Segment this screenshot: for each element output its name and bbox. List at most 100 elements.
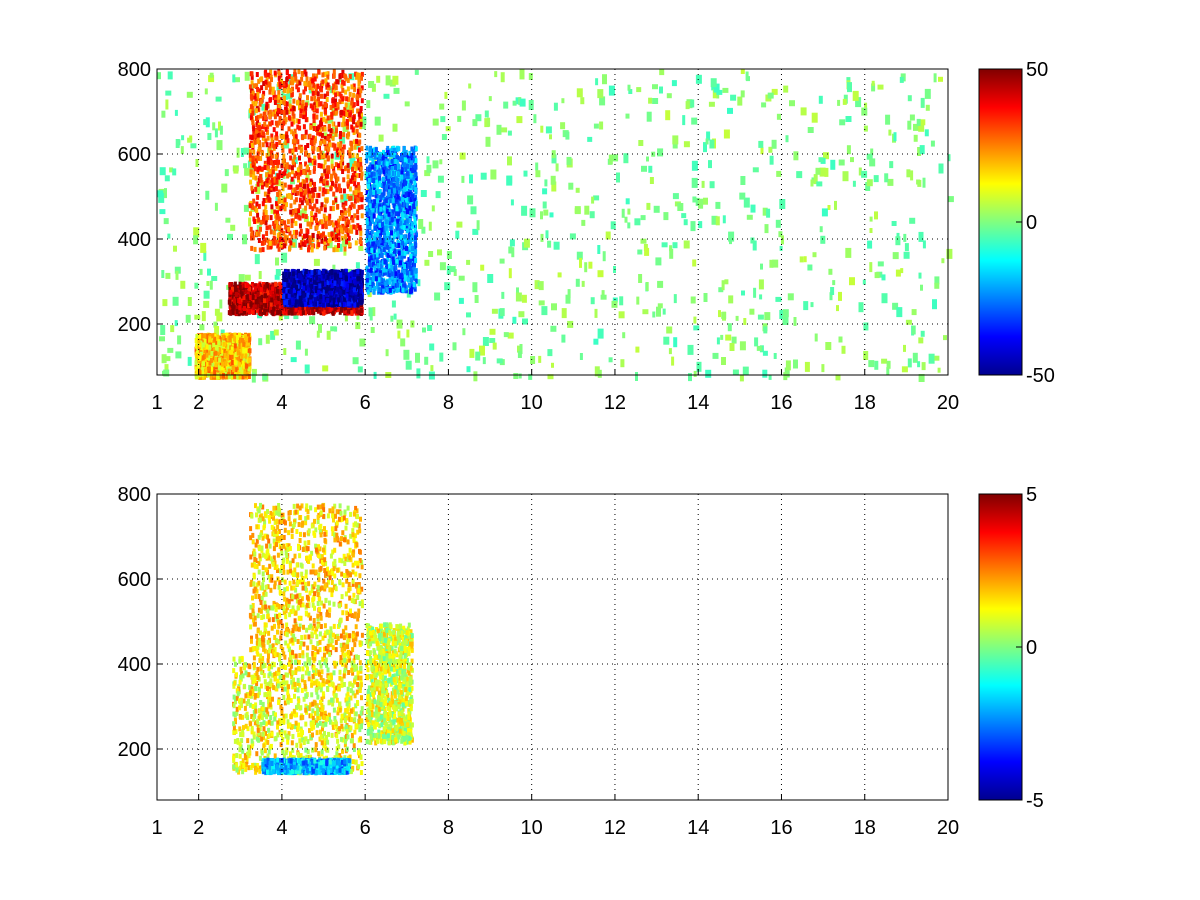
heatmap-cell bbox=[766, 208, 771, 218]
heatmap-cell bbox=[354, 184, 358, 190]
heatmap-cell bbox=[290, 121, 294, 127]
heatmap-cell bbox=[934, 282, 940, 289]
heatmap-cell bbox=[334, 110, 338, 116]
heatmap-cell bbox=[211, 333, 215, 339]
heatmap-cell bbox=[261, 309, 265, 315]
heatmap-cell bbox=[254, 299, 258, 305]
heatmap-cell bbox=[342, 177, 346, 183]
heatmap-cell bbox=[323, 135, 327, 141]
heatmap-cell bbox=[376, 75, 381, 83]
heatmap-cell bbox=[455, 230, 460, 239]
heatmap-cell bbox=[275, 131, 279, 137]
heatmap-cell bbox=[283, 95, 286, 101]
heatmap-cell bbox=[316, 91, 320, 97]
heatmap-cell bbox=[200, 375, 204, 380]
heatmap-cell bbox=[353, 181, 357, 187]
heatmap-cell bbox=[206, 281, 210, 286]
heatmap-cell bbox=[814, 333, 818, 342]
heatmap-cell bbox=[318, 186, 322, 192]
heatmap-cell bbox=[343, 246, 347, 252]
heatmap-cell bbox=[240, 369, 244, 375]
heatmap-cell bbox=[234, 352, 238, 357]
heatmap-cell bbox=[255, 83, 259, 89]
heatmap-cell bbox=[281, 91, 285, 99]
heatmap-cell bbox=[346, 162, 350, 168]
heatmap-cell bbox=[889, 161, 894, 169]
heatmap-cell bbox=[324, 78, 328, 84]
heatmap-cell bbox=[185, 314, 191, 323]
heatmap-cell bbox=[330, 231, 334, 237]
heatmap-cell bbox=[638, 140, 644, 146]
heatmap-cell bbox=[354, 165, 358, 171]
heatmap-cell bbox=[352, 357, 359, 365]
heatmap-cell bbox=[487, 117, 491, 127]
heatmap-cell bbox=[315, 307, 319, 312]
heatmap-cell bbox=[858, 167, 862, 176]
heatmap-cell bbox=[230, 346, 234, 352]
heatmap-cell bbox=[289, 106, 293, 112]
heatmap-cell bbox=[350, 84, 354, 90]
heatmap-cell bbox=[338, 143, 342, 149]
heatmap-cell bbox=[348, 112, 352, 118]
heatmap-cell bbox=[480, 264, 485, 271]
heatmap-cell bbox=[943, 335, 947, 341]
heatmap-cell bbox=[197, 369, 201, 375]
heatmap-cell bbox=[161, 110, 166, 118]
heatmap-cell bbox=[248, 84, 252, 90]
heatmap-cell bbox=[326, 85, 330, 91]
heatmap-cell bbox=[575, 278, 580, 287]
heatmap-cell bbox=[838, 159, 845, 166]
heatmap-cell bbox=[750, 237, 755, 244]
heatmap-cell bbox=[221, 361, 225, 367]
heatmap-cell bbox=[246, 340, 250, 346]
heatmap-cell bbox=[820, 235, 826, 244]
heatmap-cell bbox=[501, 291, 505, 299]
heatmap-cell bbox=[307, 247, 310, 253]
heatmap-cell bbox=[161, 354, 167, 364]
heatmap-cell bbox=[515, 97, 521, 105]
heatmap-cell bbox=[653, 205, 660, 213]
heatmap-cell bbox=[288, 193, 292, 199]
heatmap-cell bbox=[236, 359, 240, 365]
heatmap-cell bbox=[638, 274, 643, 283]
heatmap-cell bbox=[239, 308, 243, 314]
heatmap-cell bbox=[349, 105, 353, 111]
heatmap-cell bbox=[533, 114, 537, 124]
heatmap-cell bbox=[335, 148, 339, 154]
heatmap-cell bbox=[646, 156, 649, 162]
heatmap-cell bbox=[287, 90, 292, 100]
heatmap-cell bbox=[591, 196, 595, 204]
heatmap-cell bbox=[543, 209, 549, 216]
heatmap-cell bbox=[553, 102, 558, 111]
heatmap-cell bbox=[832, 280, 836, 286]
heatmap-cell bbox=[304, 102, 308, 108]
heatmap-cell bbox=[327, 165, 331, 171]
heatmap-cell bbox=[310, 86, 314, 92]
heatmap-cell bbox=[300, 103, 304, 109]
heatmap-cell bbox=[261, 103, 267, 111]
heatmap-cell bbox=[259, 287, 263, 293]
heatmap-cell bbox=[311, 78, 315, 84]
heatmap-cell bbox=[349, 178, 353, 184]
heatmap-cell bbox=[290, 310, 294, 316]
heatmap-cell bbox=[257, 78, 261, 84]
heatmap-cell bbox=[264, 210, 268, 215]
heatmap-cell bbox=[913, 123, 919, 131]
heatmap-cell bbox=[293, 138, 297, 144]
heatmap-cell bbox=[311, 237, 315, 243]
heatmap-cell bbox=[324, 224, 328, 230]
heatmap-cell bbox=[243, 204, 249, 212]
heatmap-cell bbox=[428, 221, 432, 231]
heatmap-cell bbox=[194, 360, 198, 366]
heatmap-cell bbox=[317, 163, 321, 168]
heatmap-cell bbox=[479, 345, 485, 356]
heatmap-cell bbox=[282, 153, 286, 159]
heatmap-cell bbox=[214, 308, 220, 316]
heatmap-cell bbox=[354, 198, 357, 204]
heatmap-cell bbox=[561, 308, 567, 319]
heatmap-cell bbox=[625, 198, 630, 205]
heatmap-cell bbox=[233, 343, 237, 349]
heatmap-cell bbox=[491, 308, 498, 314]
heatmap-cell bbox=[305, 177, 309, 183]
heatmap-cell bbox=[424, 356, 429, 365]
